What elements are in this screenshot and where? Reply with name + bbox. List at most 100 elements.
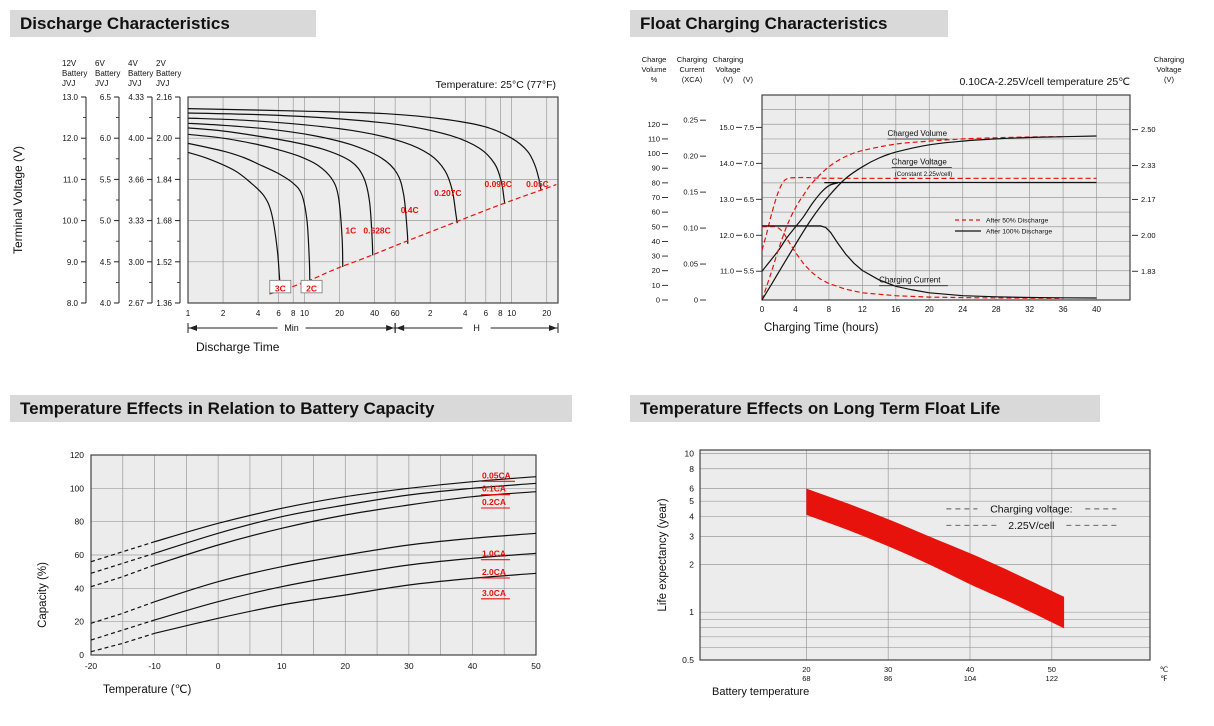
svg-text:30: 30 <box>884 665 892 674</box>
svg-text:2.0CA: 2.0CA <box>482 567 506 577</box>
svg-text:6.0: 6.0 <box>100 134 112 143</box>
svg-text:6: 6 <box>276 309 281 318</box>
svg-text:15.0: 15.0 <box>719 123 734 132</box>
svg-text:0.4C: 0.4C <box>401 205 419 215</box>
svg-text:Battery: Battery <box>95 69 120 78</box>
float-life-chart: 10 8 6 5 4 3 2 1 0.5 20 68 30 86 40 104 50 122 ℃ ℉ Battery … <box>622 440 1214 713</box>
svg-text:12V: 12V <box>62 59 77 68</box>
svg-text:Battery: Battery <box>128 69 153 78</box>
svg-text:0.20: 0.20 <box>683 152 698 161</box>
svg-text:2C: 2C <box>306 283 317 293</box>
svg-text:2.17: 2.17 <box>1141 195 1156 204</box>
svg-text:50: 50 <box>531 661 541 671</box>
svg-text:4: 4 <box>256 309 261 318</box>
svg-text:3: 3 <box>689 531 694 541</box>
svg-text:Battery temperature: Battery temperature <box>712 686 809 698</box>
svg-text:(V): (V) <box>743 75 754 84</box>
svg-text:12.0: 12.0 <box>719 231 734 240</box>
svg-text:Battery: Battery <box>156 69 181 78</box>
svg-text:Temperature: 25°C (77°F): Temperature: 25°C (77°F) <box>436 79 556 91</box>
svg-text:100: 100 <box>70 483 84 493</box>
svg-text:Voltage: Voltage <box>1156 65 1181 74</box>
svg-text:JVJ: JVJ <box>95 79 108 88</box>
svg-text:4V: 4V <box>128 59 138 68</box>
svg-text:13.0: 13.0 <box>62 93 78 102</box>
section-title-float-charging: Float Charging Characteristics <box>630 10 948 37</box>
svg-text:Charging voltage:: Charging voltage: <box>990 503 1072 515</box>
svg-text:0.15: 0.15 <box>683 188 698 197</box>
svg-text:(Constant 2.25v/cell): (Constant 2.25v/cell) <box>895 171 953 178</box>
svg-text:0: 0 <box>216 661 221 671</box>
svg-text:2: 2 <box>221 309 226 318</box>
svg-text:6.5: 6.5 <box>100 93 112 102</box>
svg-text:1.83: 1.83 <box>1141 267 1156 276</box>
svg-text:2.50: 2.50 <box>1141 125 1156 134</box>
svg-text:2V: 2V <box>156 59 166 68</box>
svg-text:20: 20 <box>542 309 551 318</box>
svg-text:H: H <box>473 323 480 333</box>
section-title-float-life: Temperature Effects on Long Term Float L… <box>630 395 1100 422</box>
svg-text:1.0CA: 1.0CA <box>482 549 506 559</box>
svg-text:Life expectancy (year): Life expectancy (year) <box>657 498 669 611</box>
svg-text:4.00: 4.00 <box>128 134 144 143</box>
svg-text:1.36: 1.36 <box>156 299 172 308</box>
svg-text:Charging Time (hours): Charging Time (hours) <box>764 322 879 334</box>
temp-capacity-svg: 0 20 40 60 80 100 120 -20 -10 0 10 20 30 40 50 Temperat… <box>37 450 541 696</box>
svg-text:30: 30 <box>652 252 660 261</box>
svg-text:(V): (V) <box>723 75 734 84</box>
svg-text:After 50% Discharge: After 50% Discharge <box>986 218 1049 225</box>
float-charging-svg: ChargeVolume%120110100908070605040302010… <box>641 55 1184 334</box>
svg-text:5.0: 5.0 <box>100 217 112 226</box>
svg-text:JVJ: JVJ <box>62 79 75 88</box>
float-charging-chart: Charge Volume% 120 110 100 90 80 70 60 50 40 30 20 10… <box>620 48 1214 353</box>
discharge-characteristics-chart: 12V Battery JVJ 13.0 12.0 11.0 10.0 9.0 8.0 6V Bat… <box>8 50 612 367</box>
svg-text:110: 110 <box>648 134 660 143</box>
svg-text:6.0: 6.0 <box>744 231 754 240</box>
svg-text:10: 10 <box>507 309 516 318</box>
section-title-discharge-characteristics: Discharge Characteristics <box>10 10 316 37</box>
svg-text:0.25: 0.25 <box>683 116 698 125</box>
svg-text:60: 60 <box>391 309 400 318</box>
svg-text:80: 80 <box>75 517 85 527</box>
svg-text:40: 40 <box>966 665 974 674</box>
svg-text:4.5: 4.5 <box>100 258 112 267</box>
svg-text:0.1CA: 0.1CA <box>482 484 506 494</box>
svg-text:104: 104 <box>964 674 977 683</box>
svg-text:0.05: 0.05 <box>683 260 698 269</box>
svg-text:3.33: 3.33 <box>128 217 144 226</box>
svg-text:5.5: 5.5 <box>100 175 112 184</box>
svg-text:36: 36 <box>1059 305 1068 314</box>
svg-text:0.05CA: 0.05CA <box>482 470 511 480</box>
svg-text:3.66: 3.66 <box>128 175 144 184</box>
svg-text:10: 10 <box>652 281 660 290</box>
svg-text:68: 68 <box>802 674 810 683</box>
svg-text:Terminal Voltage (V): Terminal Voltage (V) <box>11 146 25 254</box>
svg-text:0.05C: 0.05C <box>526 179 549 189</box>
svg-text:12: 12 <box>858 305 867 314</box>
svg-text:6: 6 <box>689 484 694 494</box>
svg-text:Charge Voltage: Charge Voltage <box>892 158 948 167</box>
svg-text:-10: -10 <box>148 661 161 671</box>
svg-text:6.5: 6.5 <box>744 195 754 204</box>
svg-text:2.33: 2.33 <box>1141 161 1156 170</box>
svg-text:6: 6 <box>484 309 489 318</box>
svg-text:24: 24 <box>958 305 967 314</box>
svg-text:4.33: 4.33 <box>128 93 144 102</box>
svg-text:50: 50 <box>1048 665 1056 674</box>
svg-text:Current: Current <box>679 65 705 74</box>
svg-text:70: 70 <box>652 193 660 202</box>
svg-text:0: 0 <box>656 296 660 305</box>
svg-text:Temperature (℃): Temperature (℃) <box>103 684 191 696</box>
svg-text:2.00: 2.00 <box>156 134 172 143</box>
svg-text:16: 16 <box>891 305 900 314</box>
svg-text:100: 100 <box>647 149 660 158</box>
svg-text:Charge: Charge <box>642 55 667 64</box>
svg-text:2.25V/cell: 2.25V/cell <box>1008 520 1054 532</box>
svg-text:122: 122 <box>1046 674 1059 683</box>
section-title-temperature-capacity: Temperature Effects in Relation to Batte… <box>10 395 572 422</box>
svg-text:32: 32 <box>1025 305 1034 314</box>
svg-text:40: 40 <box>468 661 478 671</box>
svg-text:120: 120 <box>647 120 660 129</box>
svg-text:0: 0 <box>694 296 698 305</box>
svg-text:13.0: 13.0 <box>719 195 734 204</box>
